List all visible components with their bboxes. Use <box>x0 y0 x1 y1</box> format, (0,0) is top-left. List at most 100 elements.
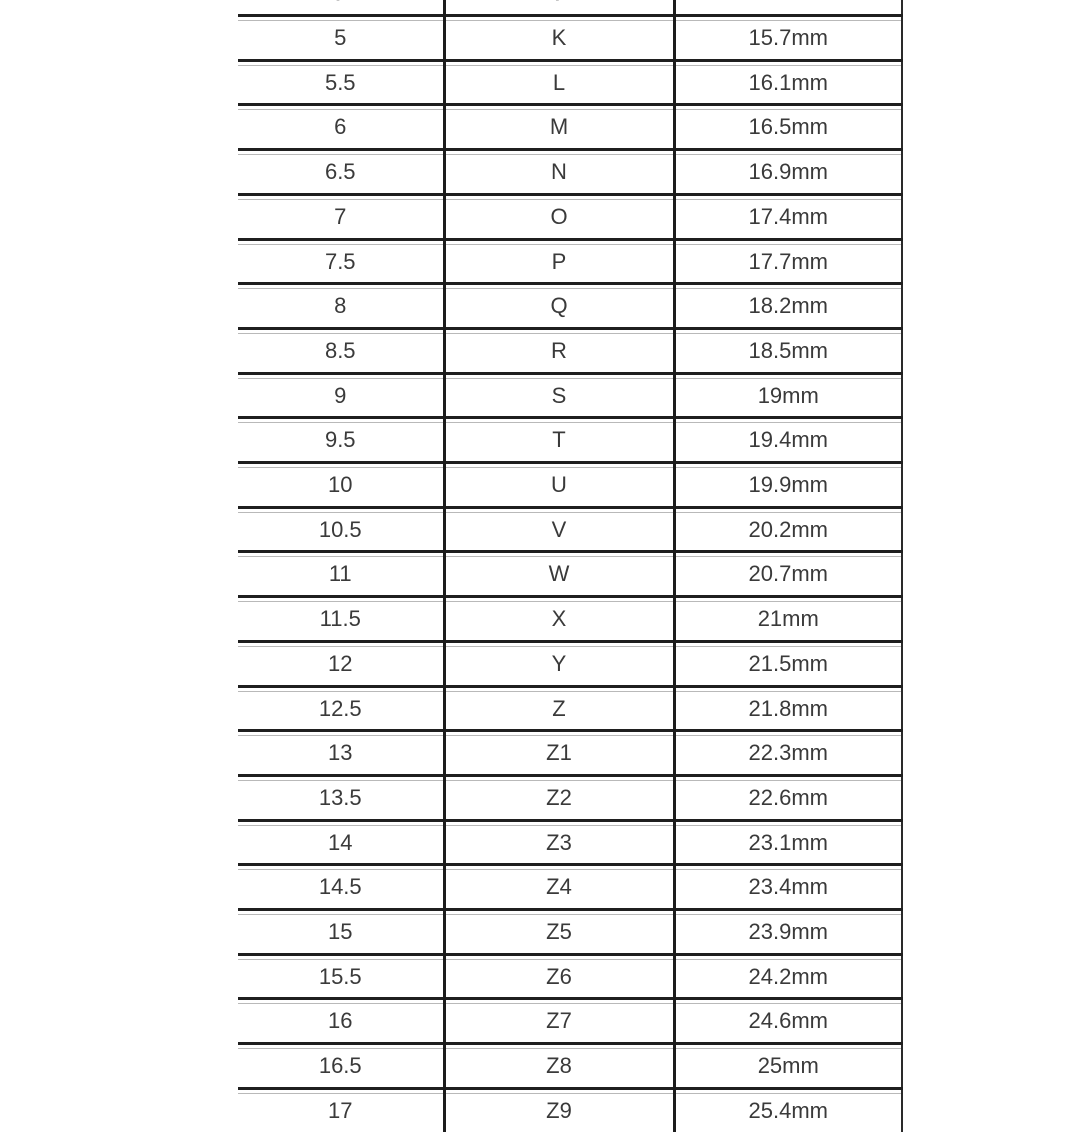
cell-uk-au: Y <box>444 639 676 687</box>
table-row: 10.5 V 20.2mm <box>238 505 903 552</box>
table-body: 5 K 15.7mm 5.5 L 16.1mm 6 M 16.5mm 6.5 N 16.9mm 7 O 17… <box>238 14 903 1132</box>
cell-uk-au: P <box>444 237 676 284</box>
cell-us-ca: 16 <box>238 997 446 1044</box>
cell-us-ca: 8 <box>238 282 446 329</box>
cell-diameter: 25mm <box>674 1042 903 1089</box>
cell-uk-au: S <box>444 371 676 418</box>
cell-uk-au: Z6 <box>444 952 676 999</box>
cell-diameter: 19mm <box>674 371 903 418</box>
cell-uk-au: N <box>444 148 676 195</box>
cell-uk-au: Z3 <box>444 818 676 865</box>
cell-diameter: 21.8mm <box>674 684 903 731</box>
ring-size-chart-container: US/CA UK/AU Diameter 5K15.7mm5.5L16.1mm6… <box>238 0 903 1132</box>
cell-us-ca: 5 <box>238 14 446 61</box>
cell-diameter: 25.4mm <box>674 1086 903 1132</box>
cell-uk-au: L <box>444 58 676 105</box>
cell-uk-au: X <box>444 595 676 642</box>
cell-us-ca: 14 <box>238 818 446 865</box>
cell-uk-au: M <box>444 103 676 150</box>
table-row: 8.5 R 18.5mm <box>238 326 903 374</box>
cell-diameter: 16.9mm <box>674 148 903 195</box>
table-header: US/CA UK/AU Diameter <box>238 0 903 16</box>
cell-us-ca: 15.5 <box>238 952 446 999</box>
table-row: 15 Z5 23.9mm <box>238 908 903 955</box>
cell-diameter: 23.4mm <box>674 863 903 910</box>
table-row: 6.5 N 16.9mm <box>238 148 903 195</box>
table-row: 9 S 19mm <box>238 371 903 418</box>
cell-uk-au: Z8 <box>444 1042 676 1089</box>
cell-uk-au: K <box>444 14 676 61</box>
cell-diameter: 21mm <box>674 595 903 642</box>
page-canvas: US/CA UK/AU Diameter 5K15.7mm5.5L16.1mm6… <box>238 0 903 1132</box>
cell-uk-au: R <box>444 326 676 374</box>
table-row: 5 K 15.7mm <box>238 14 903 61</box>
column-header-uk-au: UK/AU <box>444 0 676 16</box>
cell-uk-au: Q <box>444 282 676 329</box>
cell-diameter: 21.5mm <box>674 639 903 687</box>
cell-uk-au: Z5 <box>444 908 676 955</box>
cell-us-ca: 12.5 <box>238 684 446 731</box>
cell-diameter: 18.5mm <box>674 326 903 374</box>
cell-uk-au: Z <box>444 684 676 731</box>
cell-uk-au: Z7 <box>444 997 676 1044</box>
table-row: 11 W 20.7mm <box>238 550 903 597</box>
cell-us-ca: 13.5 <box>238 773 446 821</box>
cell-us-ca: 13 <box>238 729 446 776</box>
cell-diameter: 17.7mm <box>674 237 903 284</box>
table-row: 14 Z3 23.1mm <box>238 818 903 865</box>
cell-us-ca: 15 <box>238 908 446 955</box>
table-row: 11.5 X 21mm <box>238 595 903 642</box>
cell-diameter: 15.7mm <box>674 14 903 61</box>
table-row: 15.5 Z6 24.2mm <box>238 952 903 999</box>
cell-diameter: 20.7mm <box>674 550 903 597</box>
cell-us-ca: 12 <box>238 639 446 687</box>
cell-uk-au: Z4 <box>444 863 676 910</box>
cell-uk-au: Z1 <box>444 729 676 776</box>
table-row: 13 Z1 22.3mm <box>238 729 903 776</box>
cell-us-ca: 14.5 <box>238 863 446 910</box>
cell-diameter: 24.6mm <box>674 997 903 1044</box>
cell-diameter: 17.4mm <box>674 192 903 240</box>
table-row: 12.5 Z 21.8mm <box>238 684 903 731</box>
column-header-diameter: Diameter <box>674 0 903 16</box>
cell-diameter: 16.1mm <box>674 58 903 105</box>
cell-diameter: 22.6mm <box>674 773 903 821</box>
ring-size-conversion-table: US/CA UK/AU Diameter 5K15.7mm5.5L16.1mm6… <box>238 0 903 1132</box>
table-row: 16.5 Z8 25mm <box>238 1042 903 1089</box>
cell-us-ca: 7.5 <box>238 237 446 284</box>
cell-us-ca: 10 <box>238 461 446 508</box>
cell-diameter: 19.4mm <box>674 416 903 463</box>
cell-us-ca: 9 <box>238 371 446 418</box>
cell-uk-au: V <box>444 505 676 552</box>
cell-us-ca: 6.5 <box>238 148 446 195</box>
cell-us-ca: 5.5 <box>238 58 446 105</box>
cell-diameter: 22.3mm <box>674 729 903 776</box>
column-header-us-ca: US/CA <box>238 0 446 16</box>
cell-uk-au: T <box>444 416 676 463</box>
table-row: 17 Z9 25.4mm <box>238 1086 903 1132</box>
cell-us-ca: 10.5 <box>238 505 446 552</box>
table-row: 6 M 16.5mm <box>238 103 903 150</box>
table-row: 7.5 P 17.7mm <box>238 237 903 284</box>
table-row: 10 U 19.9mm <box>238 461 903 508</box>
table-row: 9.5 T 19.4mm <box>238 416 903 463</box>
cell-us-ca: 8.5 <box>238 326 446 374</box>
header-row: US/CA UK/AU Diameter <box>238 0 903 16</box>
cell-diameter: 24.2mm <box>674 952 903 999</box>
cell-uk-au: W <box>444 550 676 597</box>
table-row: 16 Z7 24.6mm <box>238 997 903 1044</box>
cell-uk-au: Z9 <box>444 1086 676 1132</box>
table-row: 7 O 17.4mm <box>238 192 903 240</box>
table-row: 14.5 Z4 23.4mm <box>238 863 903 910</box>
cell-diameter: 20.2mm <box>674 505 903 552</box>
cell-diameter: 16.5mm <box>674 103 903 150</box>
cell-us-ca: 11 <box>238 550 446 597</box>
cell-diameter: 18.2mm <box>674 282 903 329</box>
cell-us-ca: 17 <box>238 1086 446 1132</box>
cell-diameter: 19.9mm <box>674 461 903 508</box>
cell-us-ca: 11.5 <box>238 595 446 642</box>
cell-uk-au: U <box>444 461 676 508</box>
cell-diameter: 23.1mm <box>674 818 903 865</box>
table-row: 12 Y 21.5mm <box>238 639 903 687</box>
cell-us-ca: 16.5 <box>238 1042 446 1089</box>
